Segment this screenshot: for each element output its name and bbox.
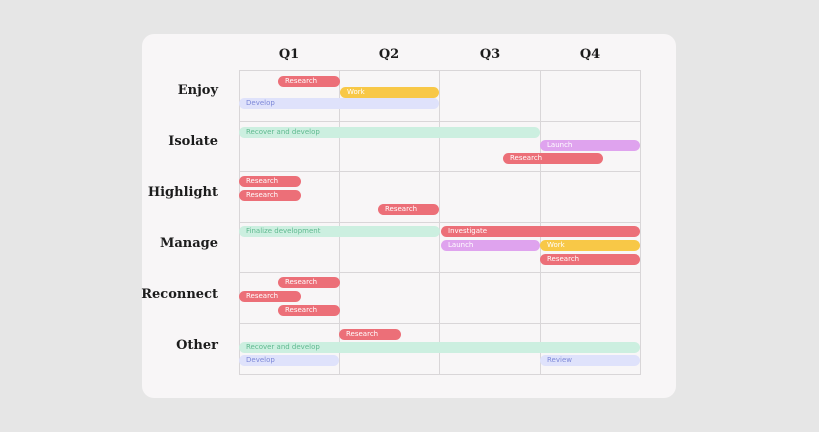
task-bar-review[interactable]: Review: [540, 355, 640, 366]
task-bar-develop[interactable]: Develop: [239, 355, 339, 366]
task-bar-research[interactable]: Research: [278, 76, 340, 87]
grid-divider: [239, 323, 641, 324]
quarter-header-q2: Q2: [378, 47, 400, 62]
quarter-header-q4: Q4: [579, 47, 601, 62]
grid-divider: [239, 222, 641, 223]
row-label-isolate: Isolate: [168, 134, 218, 149]
task-bar-recover-and-develop[interactable]: Recover and develop: [239, 127, 540, 138]
task-bar-work[interactable]: Work: [340, 87, 439, 98]
task-bar-work[interactable]: Work: [540, 240, 640, 251]
quarter-header-q3: Q3: [479, 47, 501, 62]
task-bar-research[interactable]: Research: [339, 329, 401, 340]
grid-divider: [239, 272, 641, 273]
row-label-reconnect: Reconnect: [141, 287, 218, 302]
task-bar-launch[interactable]: Launch: [441, 240, 540, 251]
task-bar-research[interactable]: Research: [278, 305, 340, 316]
task-bar-finalize-development[interactable]: Finalize development: [239, 226, 440, 237]
row-label-other: Other: [176, 338, 218, 353]
task-bar-research[interactable]: Research: [503, 153, 603, 164]
quarter-header-q1: Q1: [278, 47, 300, 62]
row-label-manage: Manage: [159, 236, 218, 251]
grid-divider: [239, 171, 641, 172]
row-label-enjoy: Enjoy: [177, 83, 218, 98]
task-bar-research[interactable]: Research: [239, 190, 301, 201]
task-bar-recover-and-develop[interactable]: Recover and develop: [239, 342, 640, 353]
task-bar-launch[interactable]: Launch: [540, 140, 640, 151]
task-bar-research[interactable]: Research: [239, 176, 301, 187]
task-bar-research[interactable]: Research: [540, 254, 640, 265]
row-label-highlight: Highlight: [147, 185, 218, 200]
task-bar-investigate[interactable]: Investigate: [441, 226, 640, 237]
task-bar-research[interactable]: Research: [239, 291, 301, 302]
task-bar-research[interactable]: Research: [378, 204, 439, 215]
task-bar-develop[interactable]: Develop: [239, 98, 439, 109]
task-bar-research[interactable]: Research: [278, 277, 340, 288]
grid-divider: [239, 121, 641, 122]
